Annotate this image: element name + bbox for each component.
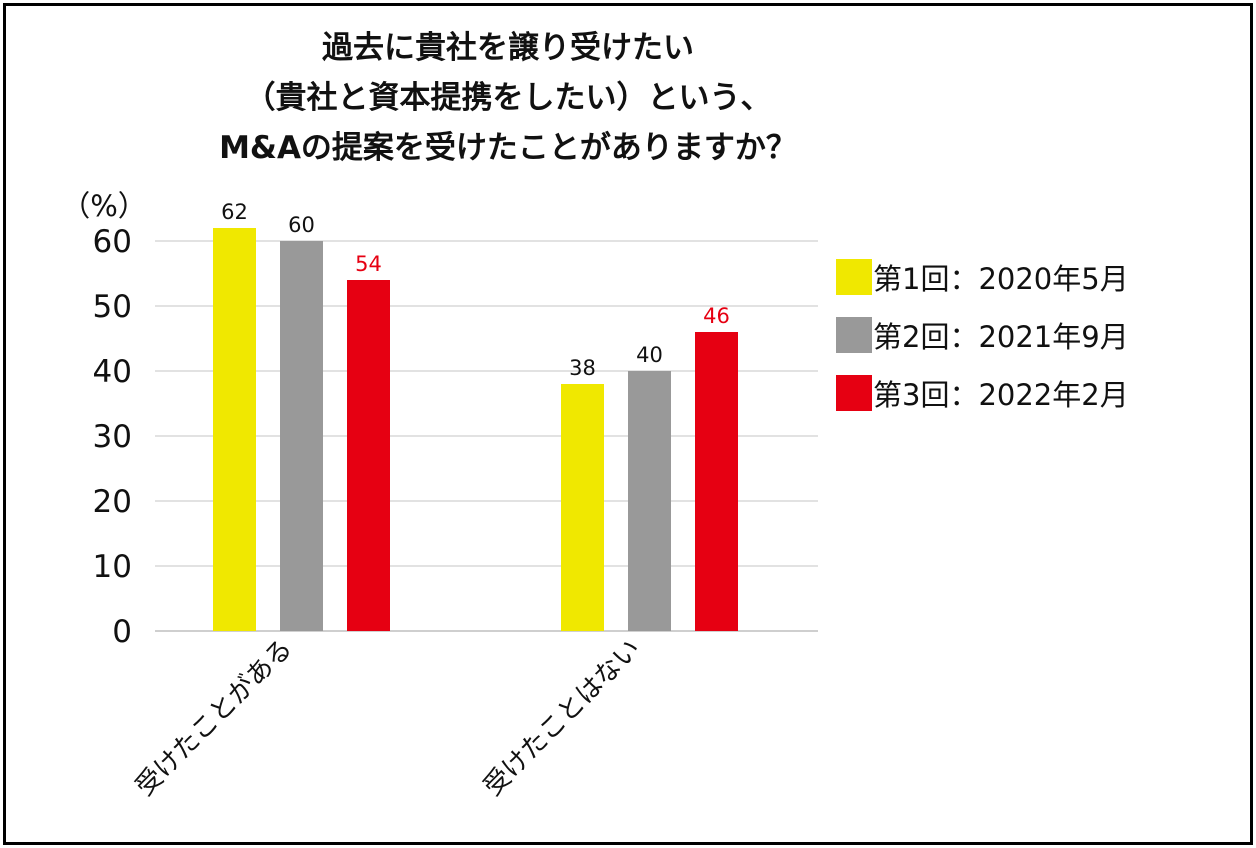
y-axis-ticks: 0 10 20 30 40 50 60 — [93, 224, 132, 650]
y-tick-label-50: 50 — [93, 289, 132, 325]
bar-1-series-2 — [280, 241, 323, 631]
legend-label-3: 第3回：2022年2月 — [873, 378, 1129, 412]
legend-swatch-2 — [836, 317, 872, 353]
chart-title-line-2: （貴社と資本提携をしたい）という、 — [245, 80, 772, 116]
data-label-2-series-1: 38 — [569, 356, 596, 380]
data-label-1-series-1: 62 — [221, 200, 248, 224]
chart-title-line-1: 過去に貴社を譲り受けたい — [322, 30, 694, 66]
bar-2-series-1 — [561, 384, 604, 631]
legend-label-1: 第1回：2020年5月 — [873, 262, 1129, 296]
chart-title: 過去に貴社を譲り受けたい （貴社と資本提携をしたい）という、 M&Aの提案を受け… — [219, 30, 797, 166]
bars — [213, 228, 738, 631]
category-label-2: 受けたことはない — [478, 634, 646, 802]
legend-swatch-3 — [836, 375, 872, 411]
legend-swatch-1 — [836, 259, 872, 295]
data-label-1-series-2: 60 — [288, 213, 315, 237]
y-tick-label-40: 40 — [93, 354, 132, 390]
y-tick-label-20: 20 — [93, 484, 132, 520]
bar-1-series-1 — [213, 228, 256, 631]
data-label-2-series-2: 40 — [636, 343, 663, 367]
data-label-1-series-3: 54 — [355, 252, 382, 276]
chart-title-line-3: M&Aの提案を受けたことがありますか？ — [219, 130, 797, 166]
data-label-2-series-3: 46 — [703, 304, 730, 328]
y-axis-unit-label: （%） — [61, 189, 147, 223]
y-tick-label-0: 0 — [112, 614, 132, 650]
bar-2-series-3 — [695, 332, 738, 631]
y-tick-label-10: 10 — [93, 549, 132, 585]
y-tick-label-60: 60 — [93, 224, 132, 260]
x-axis-category-labels: 受けたことがある 受けたことはない — [130, 634, 646, 802]
data-labels: 62 60 54 38 40 46 — [221, 200, 730, 380]
legend-label-2: 第2回：2021年9月 — [873, 320, 1129, 354]
bar-2-series-2 — [628, 371, 671, 631]
category-label-1: 受けたことがある — [130, 634, 298, 802]
y-tick-label-30: 30 — [93, 419, 132, 455]
bar-1-series-3 — [347, 280, 390, 631]
